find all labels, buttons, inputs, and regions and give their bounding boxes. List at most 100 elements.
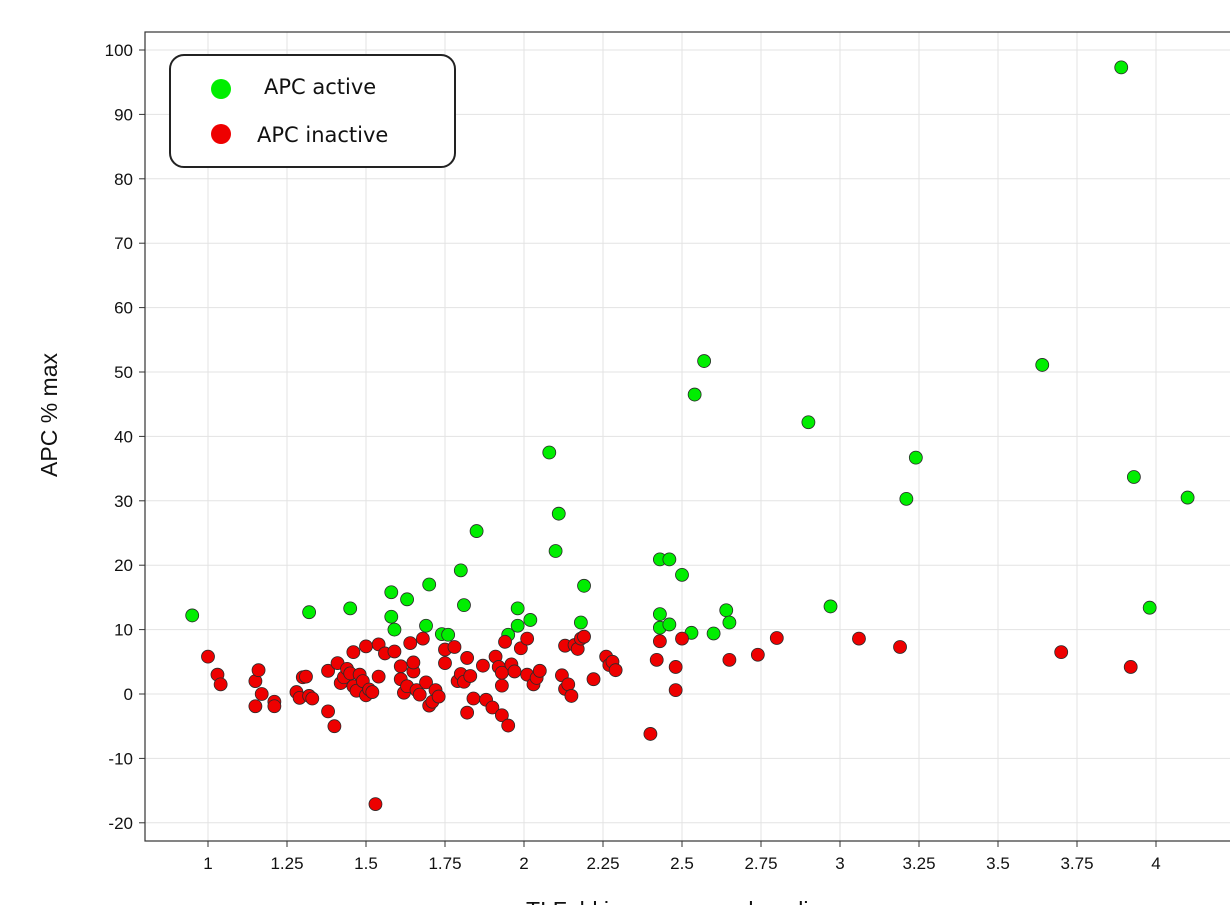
data-point (415, 631, 430, 646)
x-tick-label: 3.25 (902, 854, 935, 873)
y-tick-label: 70 (114, 234, 133, 253)
data-point (573, 615, 588, 630)
legend-box (169, 54, 456, 168)
series-0 (185, 60, 1195, 642)
data-point (501, 718, 516, 733)
data-point (675, 631, 689, 646)
data-point (510, 601, 525, 616)
y-tick-label: -10 (108, 749, 133, 768)
data-point (908, 450, 923, 465)
data-point (384, 609, 399, 624)
x-tick-label: 2.75 (744, 854, 777, 873)
legend-marker-apc-active (211, 79, 231, 99)
data-point (438, 656, 452, 670)
data-point (302, 605, 317, 620)
y-tick-label: 100 (105, 41, 133, 60)
data-point (422, 577, 437, 592)
data-point (406, 655, 421, 670)
x-tick-label: 3.75 (1060, 854, 1093, 873)
y-tick-label: 20 (114, 556, 133, 575)
data-point (643, 727, 658, 741)
data-point (542, 445, 557, 460)
x-tick-label: 1 (203, 854, 212, 873)
data-point (520, 631, 535, 646)
x-tick-label: 3.5 (986, 854, 1010, 873)
data-point (299, 669, 313, 684)
data-point (393, 659, 408, 674)
data-point (1054, 645, 1069, 660)
x-tick-label: 2 (519, 854, 528, 873)
x-axis-title: TI Fold increase over baseline (526, 897, 834, 905)
data-point (706, 626, 721, 641)
data-point (548, 544, 563, 558)
data-point (251, 663, 266, 678)
data-point (577, 629, 591, 644)
data-point (675, 567, 689, 582)
y-tick-label: 0 (124, 685, 133, 704)
data-point (1114, 60, 1129, 75)
data-point (346, 645, 361, 660)
data-point (457, 598, 471, 613)
y-tick-label: 30 (114, 492, 133, 511)
legend-label-apc-inactive: APC inactive (257, 123, 388, 147)
data-point (652, 607, 667, 622)
data-point (185, 608, 200, 623)
data-point (697, 354, 712, 368)
x-tick-label: 2.5 (670, 854, 694, 873)
data-point (321, 704, 335, 719)
data-point (431, 689, 446, 704)
data-point (359, 639, 373, 654)
y-tick-label: 40 (114, 427, 133, 446)
data-point (899, 491, 914, 506)
data-point (476, 658, 490, 673)
data-point (327, 719, 342, 734)
data-point (532, 663, 547, 678)
data-point (248, 699, 263, 714)
data-point (400, 592, 414, 607)
legend-label-apc-active: APC active (264, 75, 376, 99)
data-point (254, 687, 269, 701)
data-point (722, 615, 737, 630)
data-point (1035, 358, 1050, 372)
data-point (1180, 490, 1195, 505)
data-point (577, 578, 591, 593)
data-point (305, 691, 320, 706)
data-point (419, 618, 433, 633)
data-point (687, 387, 702, 402)
y-axis-title: APC % max (36, 353, 62, 477)
x-tick-label: 1.75 (428, 854, 461, 873)
y-tick-label: 60 (114, 299, 133, 318)
data-point (586, 672, 601, 687)
data-point (384, 585, 399, 600)
x-tick-label: 2.25 (586, 854, 619, 873)
legend: APC active APC inactive (169, 54, 456, 168)
data-point (267, 699, 282, 714)
data-point (652, 634, 667, 649)
data-point (371, 669, 386, 684)
data-point (662, 617, 677, 632)
data-point (466, 691, 481, 706)
data-point (662, 552, 677, 567)
data-point (469, 524, 484, 538)
data-point (823, 599, 838, 614)
data-point (561, 677, 576, 692)
data-points (185, 60, 1195, 812)
data-point (523, 613, 538, 627)
data-point (460, 651, 475, 665)
data-point (412, 687, 427, 702)
y-tick-label: 80 (114, 170, 133, 189)
x-tick-label: 1.25 (270, 854, 303, 873)
x-tick-label: 4 (1151, 854, 1160, 873)
data-point (893, 640, 907, 654)
data-point (498, 634, 512, 649)
data-point (368, 797, 383, 812)
data-point (213, 677, 228, 692)
data-point (1123, 660, 1138, 674)
data-point (494, 708, 509, 723)
data-point (719, 603, 734, 618)
x-tick-label: 3 (835, 854, 844, 873)
data-point (365, 685, 380, 699)
data-point (201, 649, 215, 664)
data-point (608, 663, 623, 678)
